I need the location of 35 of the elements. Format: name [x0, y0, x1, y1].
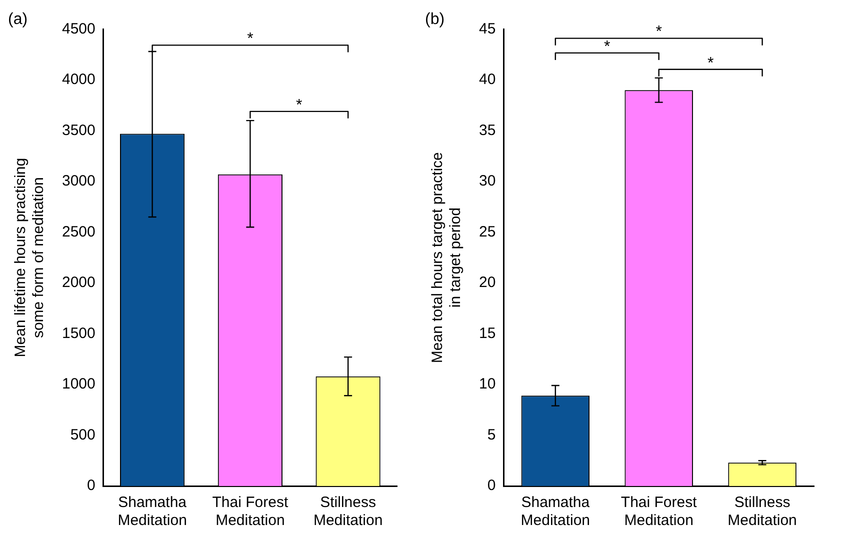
y-tick-label: 20 [478, 274, 496, 292]
y-tick-label: 3500 [62, 122, 96, 139]
y-tick-label: 2000 [62, 274, 96, 292]
y-tick-label: 4000 [62, 71, 96, 88]
y-tick-label: 1000 [62, 376, 96, 393]
y-tick-label: 30 [478, 172, 496, 190]
y-tick-label: 40 [478, 71, 496, 88]
y-tick-label: 3000 [62, 172, 96, 190]
annotation: * [604, 38, 610, 56]
y-tick-label: 0 [87, 477, 96, 494]
y-tick-label: 25 [478, 223, 496, 240]
y-tick-label: 5 [487, 426, 496, 444]
annotation: * [656, 24, 662, 41]
x-tick-label: Shamatha Meditation [520, 494, 590, 530]
y-tick-label: 45 [478, 20, 496, 38]
y-tick-label: 35 [478, 122, 496, 139]
chart-title: (a) [8, 11, 28, 28]
annotation: * [707, 54, 714, 72]
x-tick-label: Shamatha Meditation [118, 494, 188, 530]
x-tick-label: Stillness Meditation [728, 494, 797, 530]
y-tick-label: 4500 [62, 20, 96, 38]
annotation: * [296, 96, 302, 114]
y-axis-title: Mean lifetime hours practising some form of meditation [12, 158, 48, 358]
y-tick-label: 15 [478, 324, 496, 342]
y-tick-label: 10 [478, 376, 496, 393]
y-tick-label: 500 [70, 426, 96, 444]
x-tick-label: Thai Forest Meditation [212, 494, 289, 530]
y-axis-title: Mean total hours target practice in target period [429, 152, 464, 364]
x-tick-label: Thai Forest Meditation [620, 494, 698, 530]
y-tick-label: 1500 [62, 324, 96, 342]
x-tick-label: Stillness Meditation [313, 494, 383, 530]
annotation: * [247, 30, 254, 48]
y-tick-label: 2500 [62, 223, 96, 240]
y-tick-label: 0 [487, 477, 496, 494]
chart-title: (b) [425, 11, 445, 28]
